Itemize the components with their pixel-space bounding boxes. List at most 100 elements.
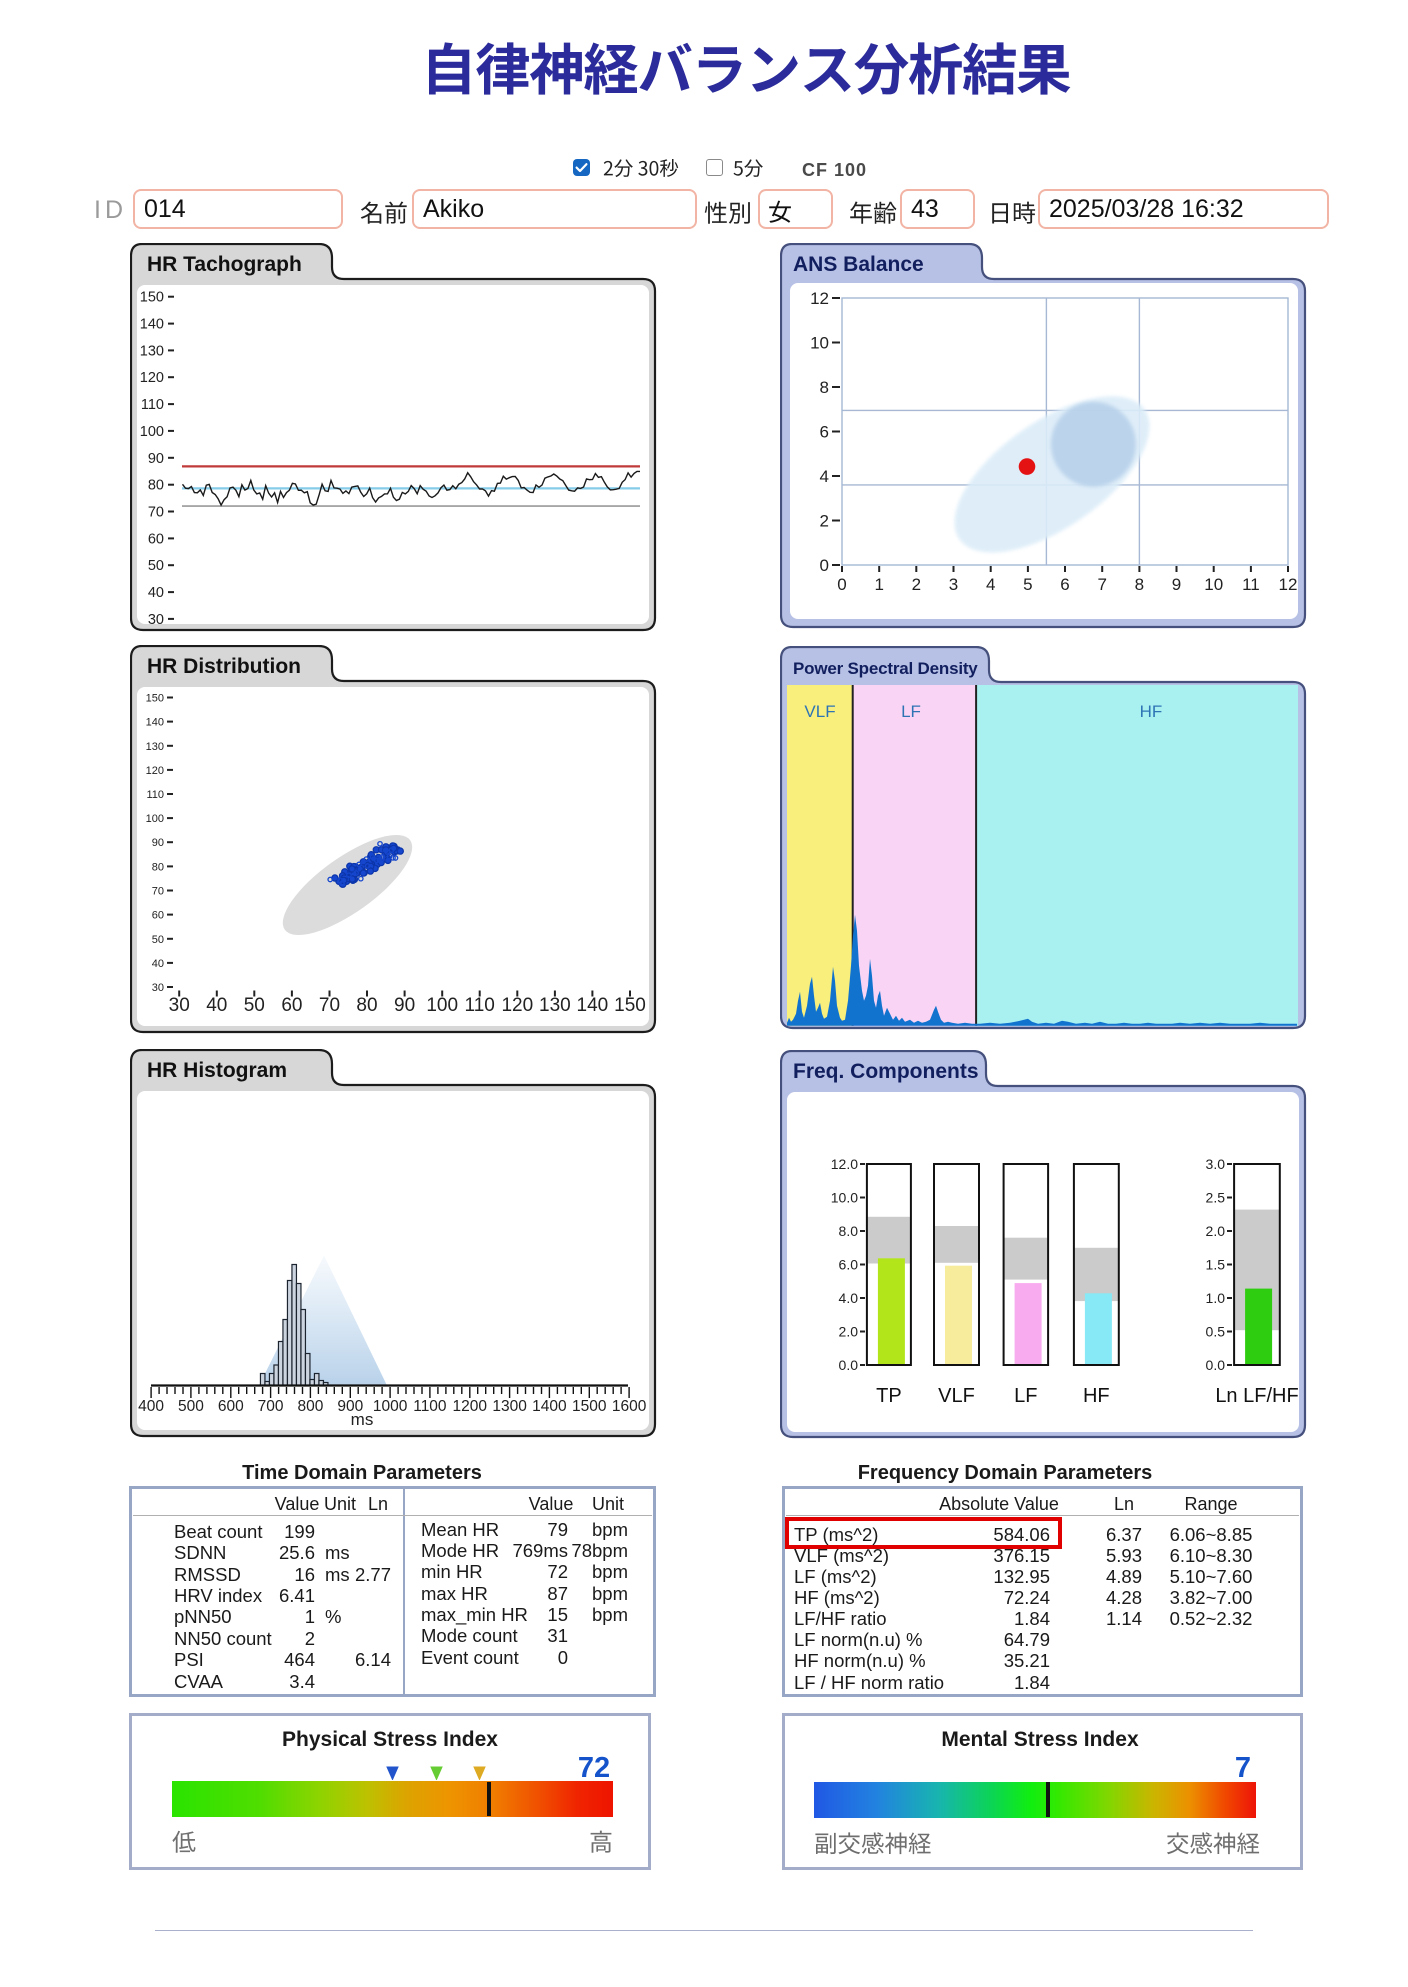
- svg-text:150: 150: [614, 995, 646, 1016]
- svg-text:900: 900: [337, 1398, 363, 1415]
- svg-text:90: 90: [152, 837, 164, 849]
- svg-text:12: 12: [1279, 575, 1298, 594]
- svg-text:70: 70: [319, 995, 340, 1016]
- svg-text:1300: 1300: [492, 1398, 527, 1415]
- svg-text:100: 100: [426, 995, 458, 1016]
- svg-text:80: 80: [356, 995, 377, 1016]
- svg-text:150: 150: [146, 693, 164, 705]
- svg-text:11: 11: [1242, 575, 1260, 594]
- svg-text:6: 6: [820, 423, 829, 442]
- svg-text:50: 50: [148, 558, 164, 574]
- svg-text:4.0: 4.0: [839, 1290, 859, 1306]
- svg-text:7: 7: [1097, 575, 1106, 594]
- svg-text:70: 70: [152, 886, 164, 898]
- svg-text:100: 100: [146, 813, 164, 825]
- svg-text:140: 140: [140, 317, 164, 333]
- svg-text:140: 140: [146, 717, 164, 729]
- svg-text:HF: HF: [1140, 702, 1163, 721]
- svg-text:90: 90: [148, 451, 164, 467]
- svg-text:800: 800: [297, 1398, 323, 1415]
- svg-text:40: 40: [152, 958, 164, 970]
- svg-text:8: 8: [1135, 575, 1144, 594]
- svg-text:30: 30: [152, 982, 164, 994]
- svg-text:2: 2: [820, 512, 829, 531]
- svg-text:40: 40: [148, 585, 164, 601]
- svg-text:TP: TP: [876, 1385, 902, 1407]
- svg-text:Power Spectral Density: Power Spectral Density: [793, 659, 978, 678]
- svg-text:0.0: 0.0: [839, 1357, 859, 1373]
- svg-text:HF: HF: [1083, 1385, 1110, 1407]
- svg-text:0: 0: [837, 575, 846, 594]
- svg-text:1.5: 1.5: [1206, 1257, 1226, 1273]
- svg-text:400: 400: [138, 1398, 164, 1415]
- svg-text:1.0: 1.0: [1206, 1290, 1226, 1306]
- svg-text:VLF: VLF: [804, 702, 835, 721]
- svg-text:2: 2: [912, 575, 921, 594]
- svg-text:110: 110: [465, 995, 495, 1016]
- svg-text:140: 140: [577, 995, 609, 1016]
- svg-text:30: 30: [169, 995, 190, 1016]
- svg-text:60: 60: [148, 531, 164, 547]
- svg-text:2.5: 2.5: [1206, 1190, 1226, 1206]
- svg-text:8: 8: [820, 378, 829, 397]
- svg-text:12: 12: [810, 289, 829, 308]
- svg-text:5: 5: [1023, 575, 1032, 594]
- svg-text:600: 600: [218, 1398, 244, 1415]
- svg-text:Freq. Components: Freq. Components: [793, 1060, 979, 1083]
- svg-text:60: 60: [152, 910, 164, 922]
- svg-text:80: 80: [152, 861, 164, 873]
- svg-text:700: 700: [258, 1398, 284, 1415]
- svg-text:0.0: 0.0: [1206, 1357, 1226, 1373]
- svg-text:9: 9: [1172, 575, 1181, 594]
- svg-text:Ln LF/HF: Ln LF/HF: [1215, 1385, 1298, 1407]
- svg-text:ANS Balance: ANS Balance: [793, 253, 924, 276]
- svg-text:3.0: 3.0: [1206, 1156, 1226, 1172]
- svg-text:150: 150: [140, 290, 164, 306]
- svg-text:60: 60: [281, 995, 302, 1016]
- svg-text:110: 110: [146, 789, 164, 801]
- svg-text:10: 10: [1204, 575, 1223, 594]
- svg-text:40: 40: [206, 995, 227, 1016]
- svg-text:12.0: 12.0: [831, 1156, 858, 1172]
- svg-text:4: 4: [986, 575, 995, 594]
- svg-text:ms: ms: [351, 1410, 374, 1429]
- svg-text:130: 130: [140, 343, 164, 359]
- svg-text:1000: 1000: [373, 1398, 408, 1415]
- svg-text:130: 130: [146, 741, 164, 753]
- svg-text:4: 4: [820, 467, 829, 486]
- svg-text:90: 90: [394, 995, 415, 1016]
- svg-text:110: 110: [141, 397, 164, 413]
- svg-text:1500: 1500: [572, 1398, 607, 1415]
- svg-text:10: 10: [810, 334, 829, 353]
- svg-text:80: 80: [148, 478, 164, 494]
- svg-text:10.0: 10.0: [831, 1190, 858, 1206]
- svg-text:HR Distribution: HR Distribution: [147, 655, 301, 678]
- svg-text:120: 120: [146, 765, 164, 777]
- svg-text:6.0: 6.0: [839, 1257, 859, 1273]
- svg-text:2.0: 2.0: [839, 1324, 859, 1340]
- svg-text:HR Tachograph: HR Tachograph: [147, 253, 302, 276]
- svg-text:1600: 1600: [612, 1398, 647, 1415]
- svg-text:LF: LF: [901, 702, 921, 721]
- svg-text:1: 1: [874, 575, 883, 594]
- svg-text:2.0: 2.0: [1206, 1223, 1226, 1239]
- svg-text:70: 70: [148, 505, 164, 521]
- svg-text:50: 50: [152, 934, 164, 946]
- svg-text:1200: 1200: [453, 1398, 488, 1415]
- svg-text:120: 120: [501, 995, 533, 1016]
- svg-text:6: 6: [1060, 575, 1069, 594]
- svg-text:30: 30: [148, 612, 164, 628]
- svg-text:0: 0: [820, 556, 829, 575]
- svg-text:8.0: 8.0: [839, 1223, 859, 1239]
- svg-text:1400: 1400: [532, 1398, 567, 1415]
- svg-text:120: 120: [140, 370, 164, 386]
- svg-text:500: 500: [178, 1398, 204, 1415]
- svg-text:1100: 1100: [413, 1398, 447, 1415]
- svg-text:LF: LF: [1014, 1385, 1037, 1407]
- svg-text:50: 50: [244, 995, 265, 1016]
- svg-text:3: 3: [949, 575, 958, 594]
- svg-text:100: 100: [140, 424, 164, 440]
- svg-text:0.5: 0.5: [1206, 1324, 1226, 1340]
- svg-text:130: 130: [539, 995, 571, 1016]
- svg-text:HR Histogram: HR Histogram: [147, 1059, 287, 1082]
